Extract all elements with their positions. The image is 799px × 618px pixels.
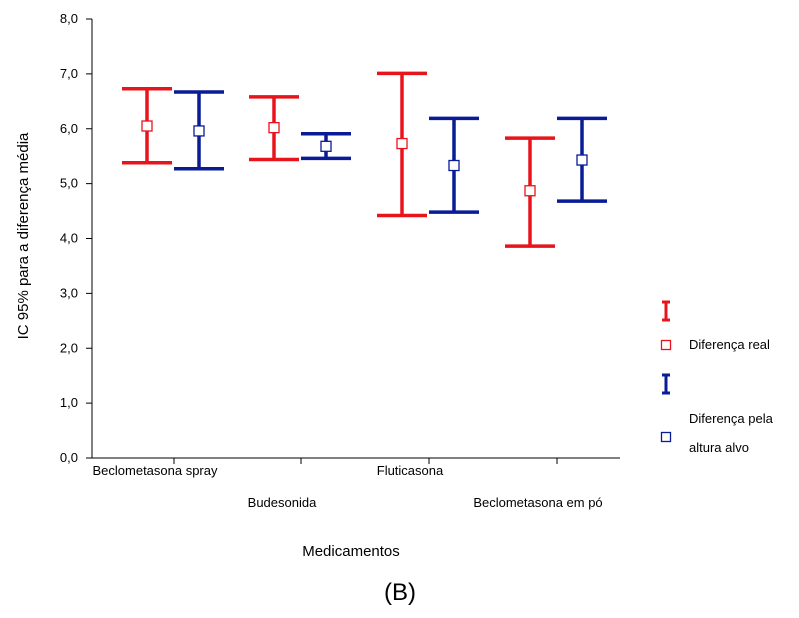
x-category-label: Beclometasona spray xyxy=(92,463,218,478)
legend-label-series-2-line-2: altura alvo xyxy=(689,440,749,455)
y-tick-label: 2,0 xyxy=(60,340,78,355)
legend-label-series-1: Diferença real xyxy=(689,337,770,352)
y-ticks: 0,0 1,0 2,0 3,0 4,0 5,0 6,0 7,0 8,0 xyxy=(60,11,92,465)
error-bar xyxy=(557,116,607,203)
y-tick-label: 7,0 xyxy=(60,66,78,81)
y-tick-label: 6,0 xyxy=(60,121,78,136)
mean-marker xyxy=(193,125,205,137)
legend-mean-marker xyxy=(660,431,672,443)
x-category-label: Fluticasona xyxy=(377,463,444,478)
y-tick-label: 4,0 xyxy=(60,231,78,246)
x-category-label: Beclometasona em pó xyxy=(473,495,602,510)
error-bar xyxy=(429,116,479,214)
panel-label: (B) xyxy=(384,579,416,606)
error-bar xyxy=(249,95,299,162)
mean-marker xyxy=(141,120,153,132)
axes xyxy=(91,19,620,459)
mean-marker xyxy=(396,137,408,150)
legend-mean-marker xyxy=(660,339,672,351)
mean-marker xyxy=(524,185,536,197)
mean-marker xyxy=(448,159,460,172)
legend-errorbar-icon xyxy=(662,373,670,395)
x-category-label: Budesonida xyxy=(248,495,317,510)
plot-marks xyxy=(122,71,607,248)
mean-marker xyxy=(576,154,588,166)
error-bar xyxy=(122,86,172,165)
legend-label-series-2-line-1: Diferença pela xyxy=(689,411,774,426)
error-bar xyxy=(301,131,351,161)
y-axis-title: IC 95% para a diferença média xyxy=(15,132,32,339)
x-axis-title: Medicamentos xyxy=(302,543,400,560)
error-bar xyxy=(377,71,427,218)
legend: Diferença real Diferença pela altura alv… xyxy=(660,300,774,455)
y-tick-label: 1,0 xyxy=(60,395,78,410)
x-ticks: Beclometasona spray Budesonida Fluticasona… xyxy=(92,458,603,510)
y-tick-label: 5,0 xyxy=(60,176,78,191)
y-tick-label: 3,0 xyxy=(60,285,78,300)
mean-marker xyxy=(320,140,332,152)
y-tick-label: 0,0 xyxy=(60,450,78,465)
mean-marker xyxy=(268,122,280,134)
y-tick-label: 8,0 xyxy=(60,11,78,26)
legend-errorbar-icon xyxy=(662,300,670,322)
error-bar xyxy=(505,136,555,248)
error-bar xyxy=(174,90,224,171)
